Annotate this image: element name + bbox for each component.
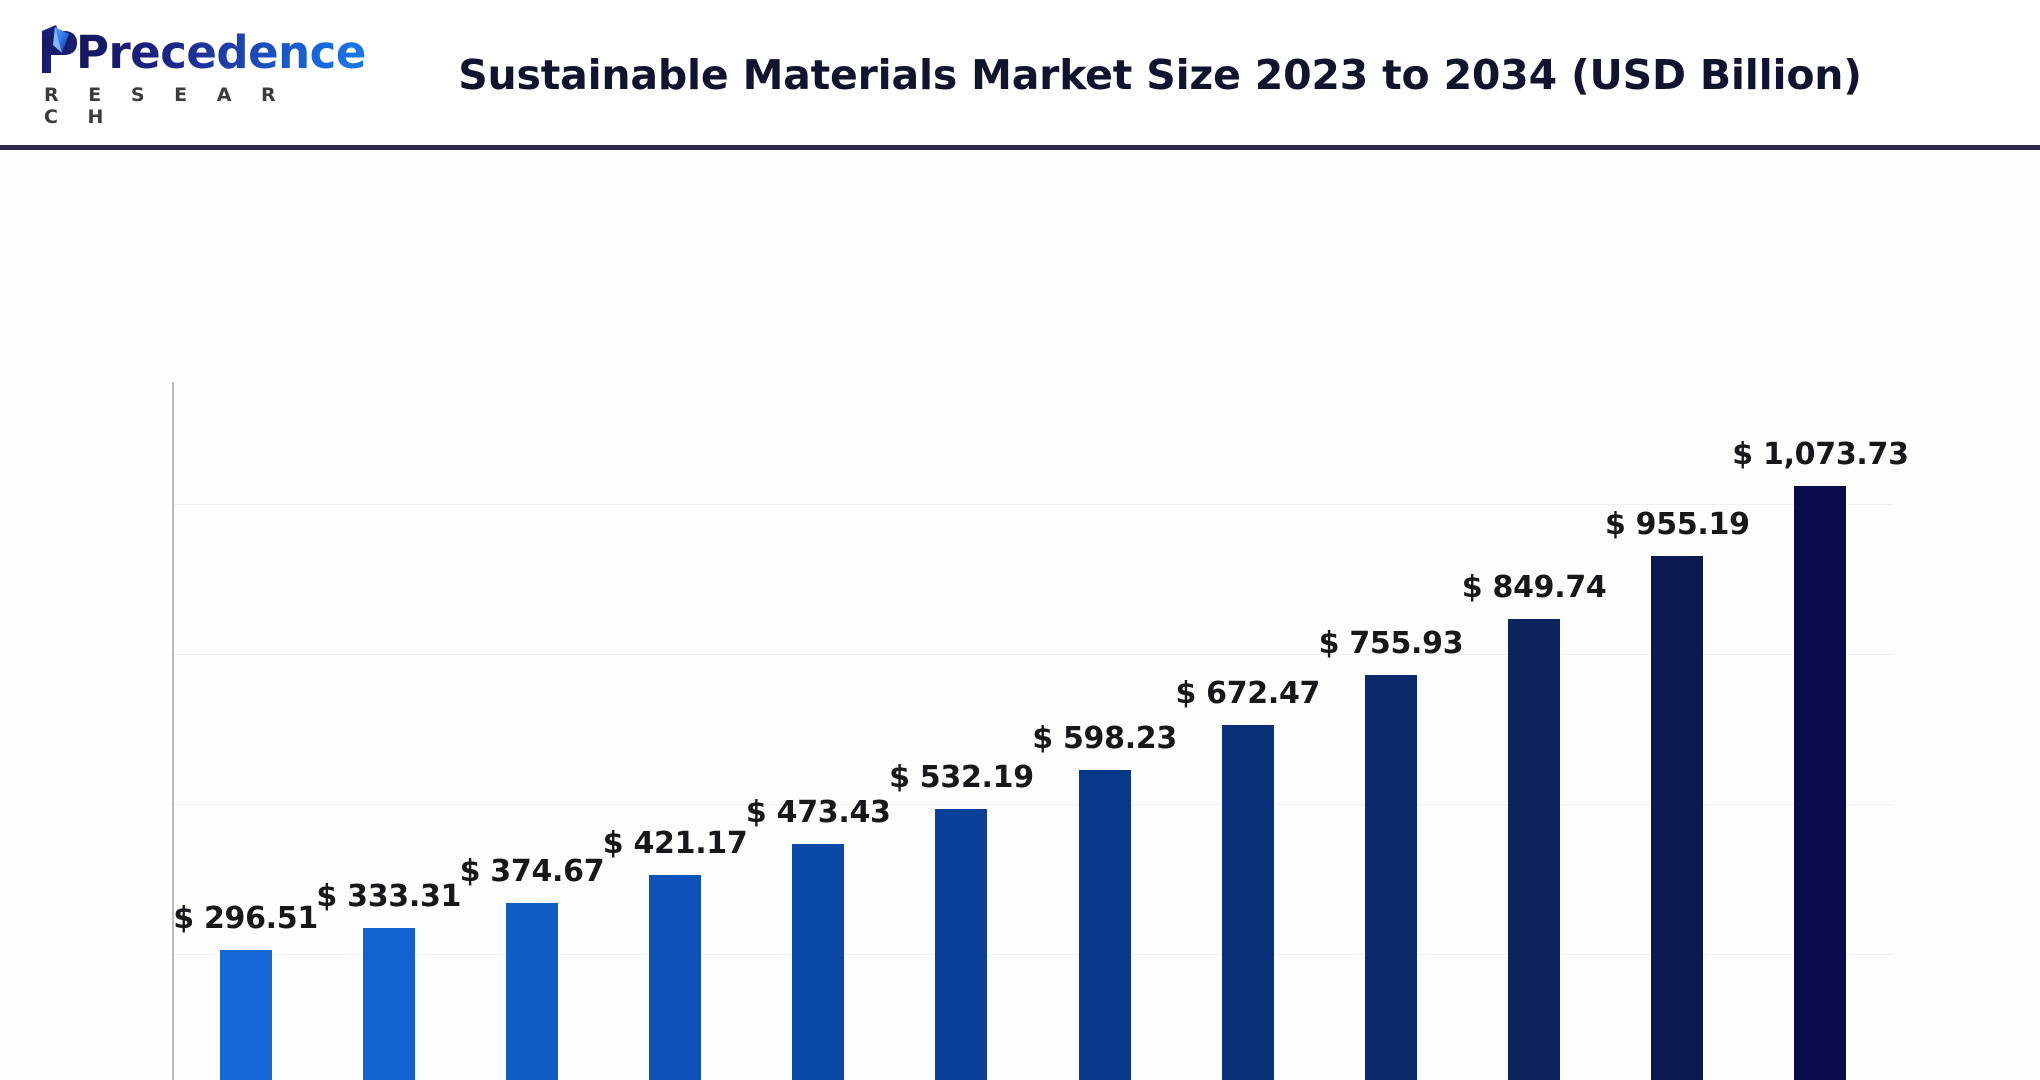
bar-value-label: $ 473.43 bbox=[745, 795, 891, 830]
bar[interactable]: $ 598.23 bbox=[1032, 721, 1177, 1080]
page-title: Sustainable Materials Market Size 2023 t… bbox=[458, 51, 1862, 99]
bar-value-label: $ 374.67 bbox=[459, 854, 605, 889]
y-axis-line bbox=[172, 382, 174, 1080]
bar-column: $ 473.43 bbox=[746, 382, 891, 1080]
bar-value-label: $ 532.19 bbox=[889, 760, 1034, 795]
gridline bbox=[174, 504, 1892, 505]
header-divider bbox=[0, 145, 2040, 150]
bar[interactable]: $ 955.19 bbox=[1605, 507, 1750, 1080]
bar-value-label: $ 672.47 bbox=[1175, 676, 1321, 711]
brand-logo[interactable]: Precedence R E S E A R C H bbox=[0, 0, 366, 150]
bar-column: $ 598.23 bbox=[1032, 382, 1177, 1080]
bar-value-label: $ 421.17 bbox=[602, 826, 748, 861]
bar[interactable]: $ 755.93 bbox=[1319, 626, 1464, 1080]
bar[interactable]: $ 672.47 bbox=[1175, 676, 1320, 1080]
bar-column: $ 296.51 bbox=[173, 382, 318, 1080]
bar[interactable]: $ 296.51 bbox=[173, 901, 318, 1080]
title-container: Sustainable Materials Market Size 2023 t… bbox=[330, 51, 2040, 99]
bar-value-label: $ 1,073.73 bbox=[1732, 437, 1909, 472]
bar[interactable]: $ 374.67 bbox=[460, 854, 605, 1080]
gridline bbox=[174, 804, 1892, 805]
bar-column: $ 955.19 bbox=[1605, 382, 1750, 1080]
bar-column: $ 421.17 bbox=[603, 382, 748, 1080]
bar[interactable]: $ 421.17 bbox=[603, 826, 748, 1080]
bar-value-label: $ 849.74 bbox=[1461, 570, 1607, 605]
bar-value-label: $ 333.31 bbox=[316, 879, 462, 914]
bar-column: $ 532.19 bbox=[889, 382, 1034, 1080]
chart-container: $ 296.51 $ 333.31 $ 374.67 $ 421.17 $ 473.43… bbox=[0, 150, 2040, 1080]
bar[interactable]: $ 1,073.73 bbox=[1732, 437, 1909, 1080]
bar[interactable]: $ 849.74 bbox=[1462, 570, 1607, 1080]
brand-name: Precedence bbox=[76, 30, 370, 75]
brand-subtitle: R E S E A R C H bbox=[44, 83, 288, 128]
bar-column: $ 333.31 bbox=[316, 382, 461, 1080]
gridline bbox=[174, 954, 1892, 955]
bar[interactable]: $ 333.31 bbox=[316, 879, 461, 1080]
bar[interactable]: $ 532.19 bbox=[889, 760, 1034, 1080]
precedence-p-mark-icon bbox=[38, 23, 80, 75]
bar-column: $ 755.93 bbox=[1319, 382, 1464, 1080]
bar-column: $ 849.74 bbox=[1462, 382, 1607, 1080]
bar-column: $ 374.67 bbox=[460, 382, 605, 1080]
page-header: Precedence R E S E A R C H Sustainable M… bbox=[0, 0, 2040, 150]
bar-value-label: $ 955.19 bbox=[1604, 507, 1750, 542]
bar-column: $ 672.47 bbox=[1175, 382, 1320, 1080]
bar-series: $ 296.51 $ 333.31 $ 374.67 $ 421.17 $ 473.43… bbox=[173, 382, 1909, 1080]
bar-value-label: $ 296.51 bbox=[173, 901, 318, 936]
bar[interactable]: $ 473.43 bbox=[746, 795, 891, 1080]
brand-wordmark: Precedence bbox=[38, 23, 366, 75]
bar-value-label: $ 598.23 bbox=[1032, 721, 1177, 756]
bar-value-label: $ 755.93 bbox=[1318, 626, 1464, 661]
bar-column: $ 1,073.73 bbox=[1732, 382, 1909, 1080]
gridline bbox=[174, 654, 1892, 655]
plot-area: $ 296.51 $ 333.31 $ 374.67 $ 421.17 $ 473.43… bbox=[172, 382, 1909, 1080]
